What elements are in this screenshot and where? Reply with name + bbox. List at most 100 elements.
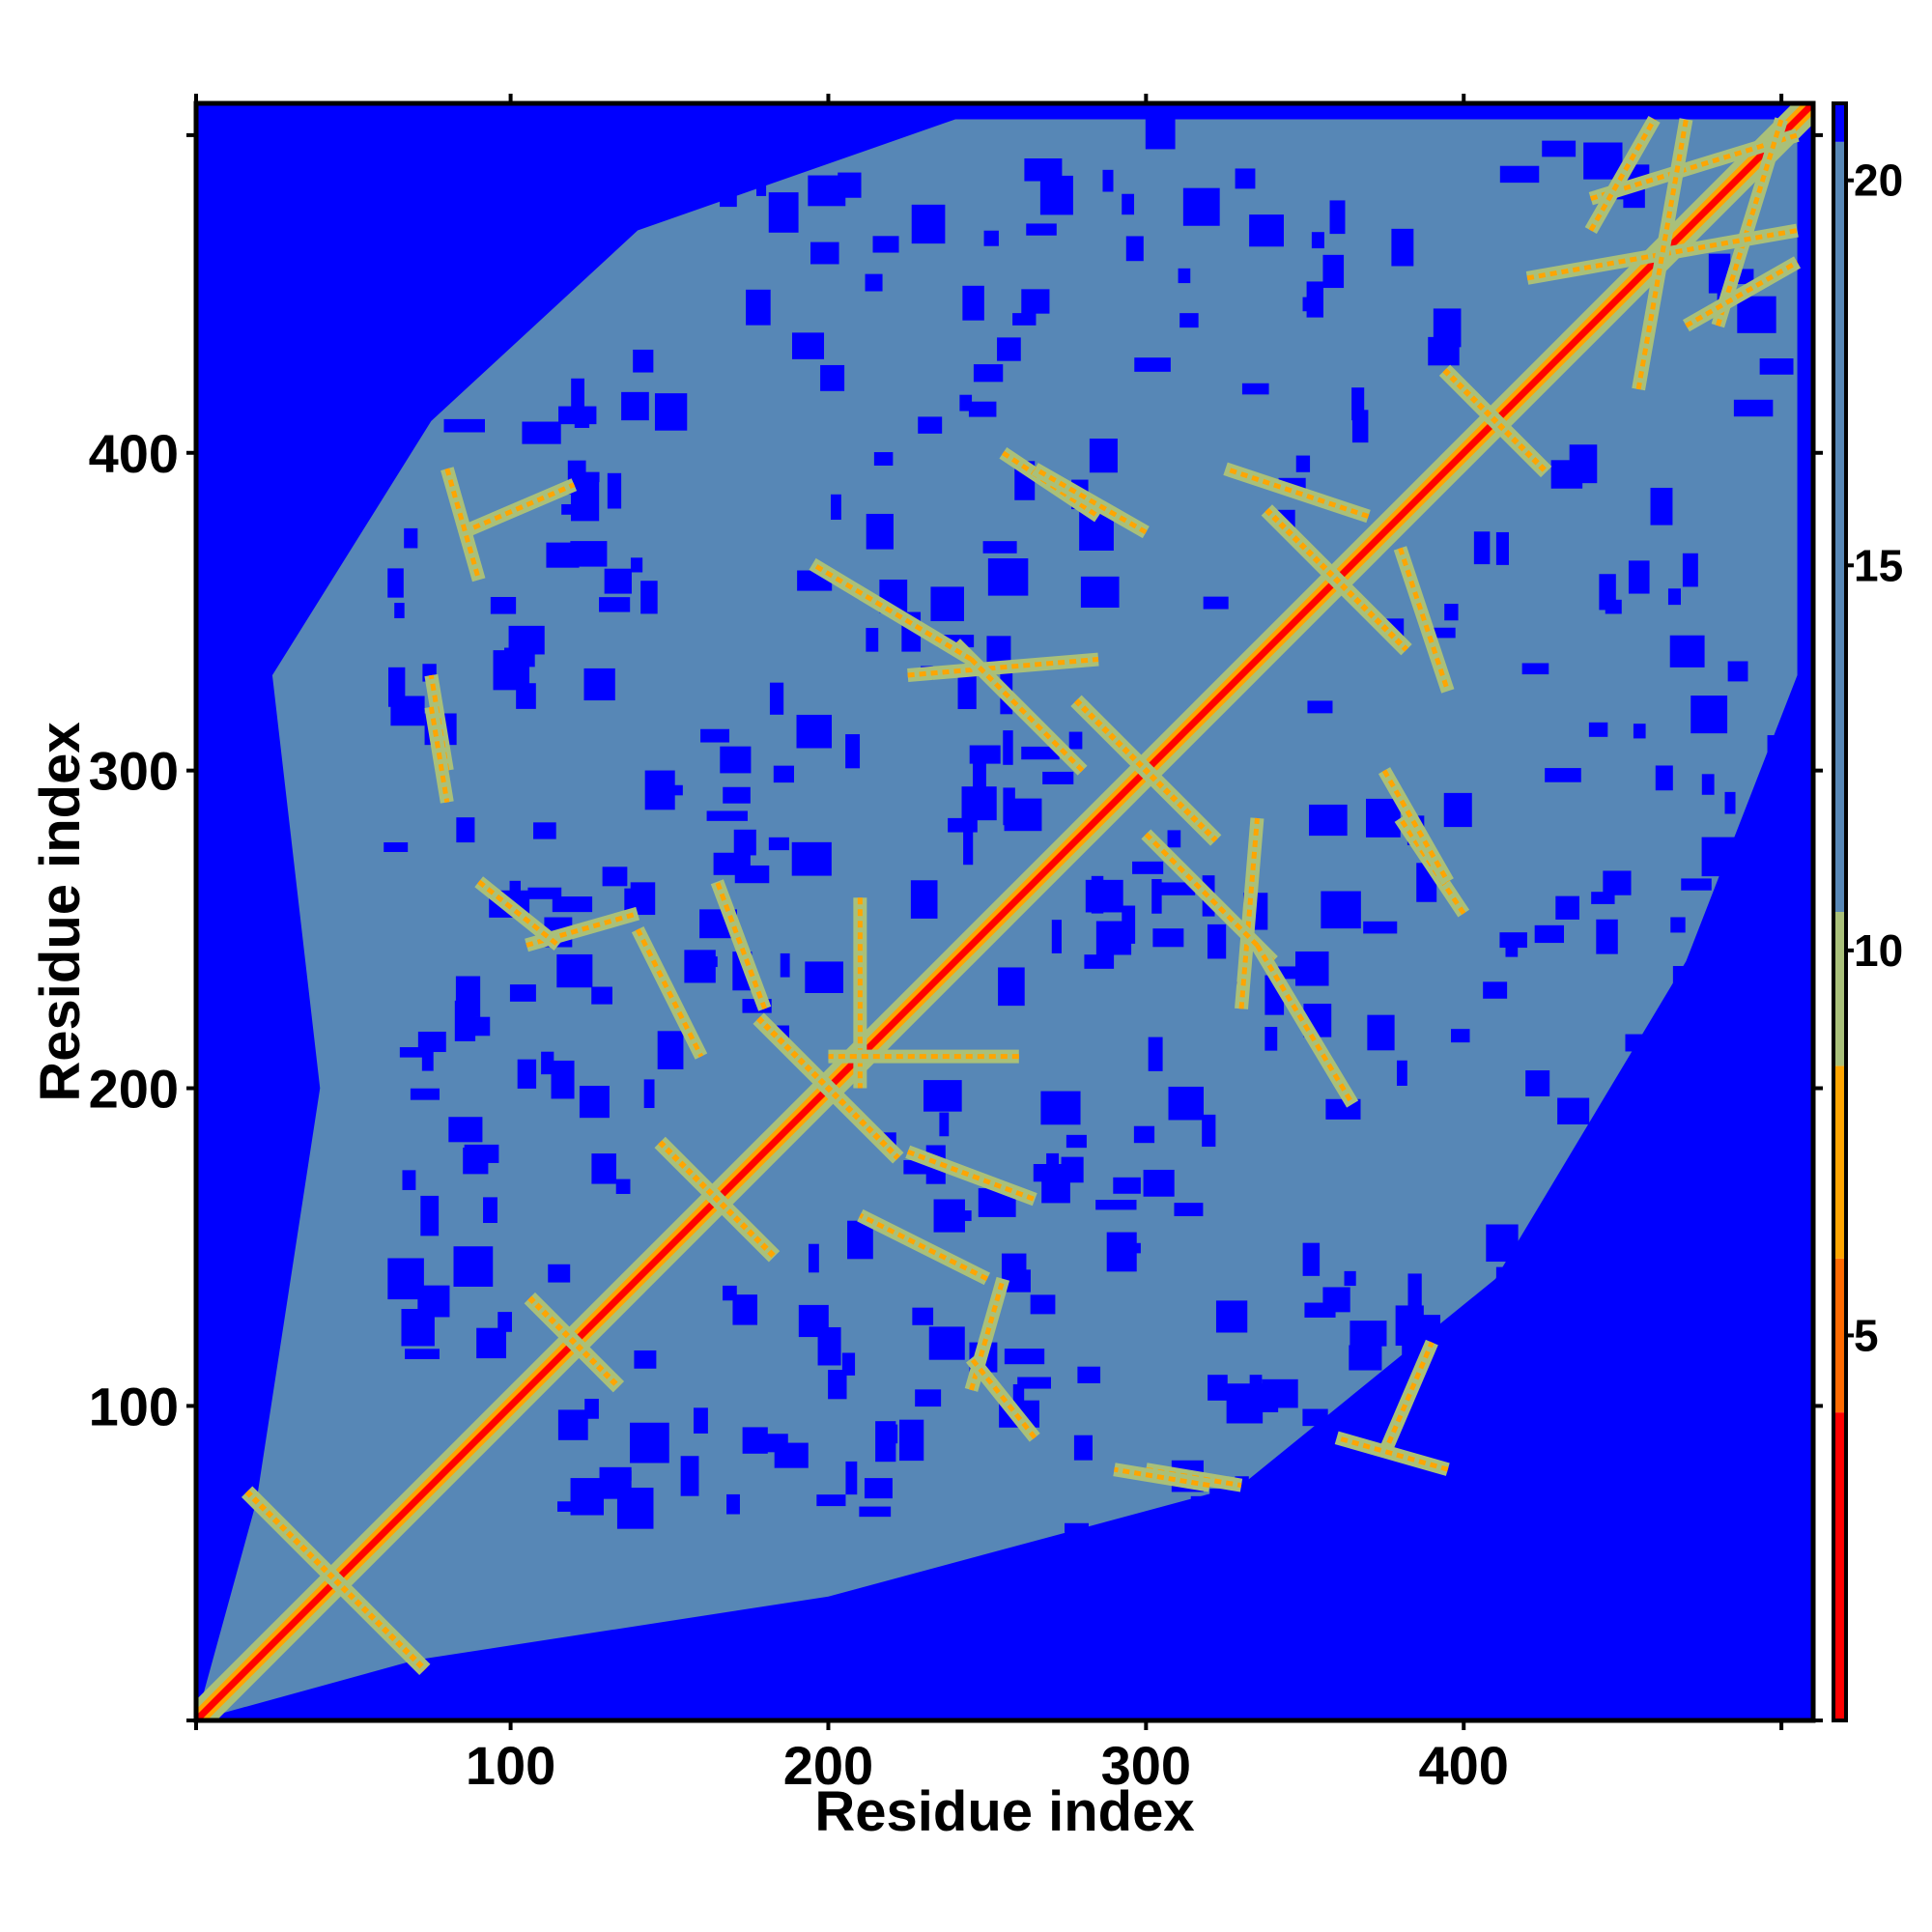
heatmap-void-cell xyxy=(1735,869,1774,893)
x-tick-label: 300 xyxy=(1101,1735,1191,1796)
heatmap-void-cell xyxy=(604,568,632,594)
heatmap-void-cell xyxy=(640,581,658,614)
heatmap-void-cell xyxy=(983,230,999,246)
heatmap-void-cell xyxy=(765,110,791,152)
heatmap-void-cell xyxy=(866,628,879,652)
heatmap-void-cell xyxy=(657,1031,684,1069)
heatmap-void-cell xyxy=(968,401,997,417)
heatmap-void-cell xyxy=(720,746,752,774)
heatmap-void-cell xyxy=(584,1399,599,1419)
heatmap-void-cell xyxy=(1525,1070,1550,1096)
band-contact xyxy=(1398,816,1466,916)
x-tick-label: 400 xyxy=(1419,1735,1509,1796)
heatmap-void-cell xyxy=(1730,1231,1747,1270)
heatmap-void-cell xyxy=(872,236,899,253)
band-halo xyxy=(951,639,1088,776)
heatmap-void-cell xyxy=(1548,1470,1589,1487)
cross-contact xyxy=(658,1140,777,1259)
heatmap-void-cell xyxy=(1633,724,1646,739)
heatmap-void-cell xyxy=(1302,1242,1321,1276)
heatmap-void-cell xyxy=(1179,313,1199,328)
heatmap-void-cell xyxy=(755,175,767,196)
heatmap-void-cell xyxy=(1039,175,1073,215)
heatmap-void-cell xyxy=(982,541,1017,554)
heatmap-void-cell xyxy=(973,756,986,795)
heatmap-void-cell xyxy=(557,1501,592,1512)
heatmap-void-cell xyxy=(1278,477,1306,489)
heatmap-void-cell xyxy=(1501,1309,1516,1346)
colorbar-tick-label: 15 xyxy=(1854,540,1903,590)
band-contact xyxy=(1114,1466,1210,1489)
heatmap-void-cell xyxy=(1084,954,1115,969)
heatmap-void-cell xyxy=(401,1309,435,1347)
heatmap-void-cell xyxy=(570,480,600,522)
band-contact xyxy=(444,468,482,582)
band-contact xyxy=(635,927,704,1058)
heatmap-void-cell xyxy=(1671,1353,1709,1390)
heatmap-void-cell xyxy=(1591,892,1615,904)
heatmap-void-cell xyxy=(1407,1273,1422,1310)
heatmap-void-cell xyxy=(1366,798,1401,838)
heatmap-void-cell xyxy=(1701,774,1715,795)
heatmap-void-cell xyxy=(1132,861,1164,874)
heatmap-void-cell xyxy=(420,1195,440,1236)
x-axis: 100 200 300 400 xyxy=(194,94,1784,1796)
heatmap-void-cell xyxy=(1068,731,1083,750)
band-halo xyxy=(1632,118,1693,391)
heatmap-void-cell xyxy=(1012,1384,1025,1407)
heatmap-void-cell xyxy=(1321,891,1361,929)
heatmap-void-cell xyxy=(508,625,545,655)
heatmap-void-cell xyxy=(1085,879,1123,913)
heatmap-void-cell xyxy=(768,837,789,851)
heatmap-void-cell xyxy=(1670,917,1686,933)
heatmap-void-cell xyxy=(720,174,737,208)
heatmap-void-cell xyxy=(1550,460,1583,489)
heatmap-void-cell xyxy=(526,210,564,245)
heatmap-void-cell xyxy=(866,513,894,550)
heatmap-void-cell xyxy=(1190,1495,1225,1526)
heatmap-void-cell xyxy=(399,1047,432,1058)
heatmap-void-cell xyxy=(923,1080,962,1112)
band-contact xyxy=(428,706,450,803)
colorbar-segment xyxy=(1833,103,1846,142)
heatmap-void-cell xyxy=(387,1258,424,1300)
heatmap-void-cell xyxy=(1168,1086,1205,1121)
colorbar-segment xyxy=(1833,1258,1846,1413)
heatmap-void-cell xyxy=(1095,921,1132,955)
heatmap-void-cell xyxy=(1178,268,1191,284)
heatmap-void-cell xyxy=(973,364,1004,383)
heatmap-void-cell xyxy=(1473,531,1491,565)
heatmap-void-cell xyxy=(1182,187,1220,226)
heatmap-void-cell xyxy=(1483,981,1508,999)
heatmap-void-cell xyxy=(387,568,404,598)
heatmap-void-cell xyxy=(1302,297,1320,312)
colorbar-tick-label: 5 xyxy=(1854,1310,1879,1360)
heatmap-void-cell xyxy=(1711,1511,1731,1531)
heatmap-void-cell xyxy=(517,1059,537,1089)
heatmap-void-cell xyxy=(1542,140,1577,157)
heatmap-void-cell xyxy=(1174,1203,1204,1216)
band-contact xyxy=(477,879,560,948)
heatmap-void-cell xyxy=(483,1197,497,1224)
heatmap-void-cell xyxy=(1349,1345,1382,1371)
cross-contact xyxy=(1442,368,1548,474)
heatmap-void-cell xyxy=(1041,1180,1070,1204)
heatmap-void-cell xyxy=(915,1389,942,1407)
heatmap-void-cell xyxy=(574,418,590,428)
heatmap-void-cell xyxy=(773,765,795,783)
heatmap-void-cell xyxy=(1521,663,1549,675)
heatmap-void-cell xyxy=(1650,487,1673,526)
heatmap-void-cell xyxy=(1681,878,1712,891)
heatmap-void-cell xyxy=(1444,604,1459,621)
heatmap-void-cell xyxy=(579,471,600,483)
heatmap-void-cell xyxy=(509,984,536,1002)
heatmap-void-cell xyxy=(1605,1371,1622,1392)
heatmap-void-cell xyxy=(1499,932,1527,949)
cross-contact xyxy=(1073,698,1218,843)
heatmap-void-cell xyxy=(912,1307,934,1325)
heatmap-void-cell xyxy=(957,674,977,710)
heatmap-void-cell xyxy=(1428,627,1456,639)
heatmap-void-cell xyxy=(1667,588,1681,606)
heatmap-void-cell xyxy=(700,728,730,743)
heatmap-void-cell xyxy=(1625,1034,1643,1052)
